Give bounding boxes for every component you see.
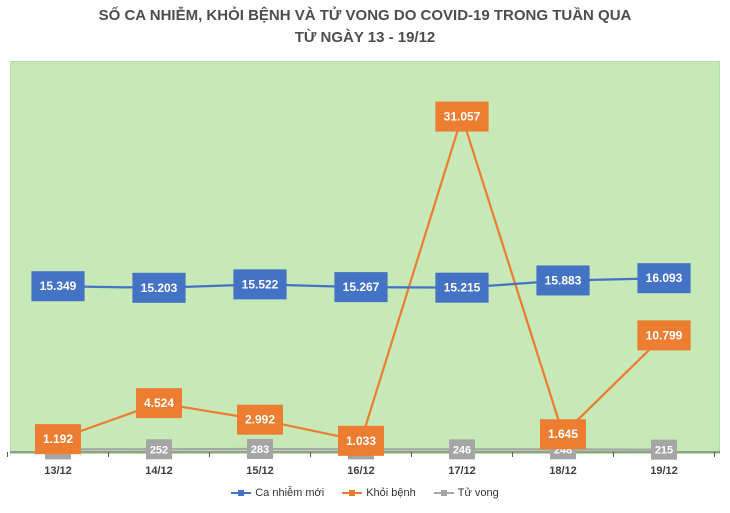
data-label-box [435, 272, 489, 303]
data-label-box [35, 424, 81, 455]
chart-subtitle: TỪ NGÀY 13 - 19/12 [294, 29, 436, 46]
legend: Ca nhiễm mới Khỏi bệnh Tử vong [0, 487, 730, 499]
data-label-box [334, 272, 388, 303]
data-label: 252 [150, 444, 168, 456]
data-label: 15.203 [141, 281, 178, 295]
data-label-box [237, 404, 283, 435]
data-label: 10.799 [646, 328, 683, 342]
data-label-box [136, 388, 182, 419]
legend-item-ca-nhiem-moi: Ca nhiễm mới [231, 487, 324, 499]
data-label: 15.883 [545, 273, 582, 287]
x-tick-label: 18/12 [549, 465, 577, 477]
data-label: 1.033 [346, 434, 376, 448]
data-label: 15.349 [40, 279, 77, 293]
data-label: 215 [655, 445, 673, 457]
data-label: 15.215 [444, 281, 481, 295]
data-label-box [31, 271, 85, 302]
data-label: 1.645 [548, 427, 578, 441]
data-label-box [637, 263, 691, 294]
legend-swatch-ca-nhiem-moi [231, 488, 252, 498]
data-label: 15.522 [242, 277, 279, 291]
legend-swatch-khoi-benh [342, 488, 363, 498]
x-tick-label: 16/12 [347, 465, 375, 477]
data-label: 246 [453, 444, 471, 456]
data-label-box [233, 269, 287, 300]
plot-area [10, 61, 720, 454]
data-label: 16.093 [646, 271, 683, 285]
data-label-box [651, 439, 677, 460]
x-tick-label: 13/12 [44, 465, 72, 477]
x-tick-label: 14/12 [145, 465, 173, 477]
data-label-box [338, 425, 384, 456]
data-label-box [449, 439, 475, 460]
data-label: 4.524 [144, 396, 174, 410]
data-label: 2.992 [245, 413, 275, 427]
data-label-box [247, 438, 273, 459]
x-tick-label: 19/12 [650, 465, 678, 477]
chart-title: SỐ CA NHIỄM, KHỎI BỆNH VÀ TỬ VONG DO COV… [98, 7, 632, 24]
data-label: 15.267 [343, 280, 380, 294]
data-label-box [146, 439, 172, 460]
legend-label-ca-nhiem-moi: Ca nhiễm mới [255, 487, 325, 499]
data-label: 283 [251, 444, 269, 456]
data-label: 31.057 [444, 110, 481, 124]
data-label-box [132, 272, 186, 303]
data-label-box [637, 320, 691, 351]
legend-swatch-tu-vong [433, 488, 454, 498]
data-label-box [435, 101, 489, 132]
legend-label-tu-vong: Tử vong [457, 487, 499, 499]
legend-item-khoi-benh: Khỏi bệnh [342, 487, 416, 499]
data-label: 1.192 [43, 432, 73, 446]
legend-item-tu-vong: Tử vong [433, 487, 499, 499]
x-tick-label: 17/12 [448, 465, 476, 477]
data-label-box [540, 419, 586, 450]
legend-label-khoi-benh: Khỏi bệnh [366, 487, 416, 499]
data-label-box [536, 265, 590, 296]
x-tick-label: 15/12 [246, 465, 274, 477]
